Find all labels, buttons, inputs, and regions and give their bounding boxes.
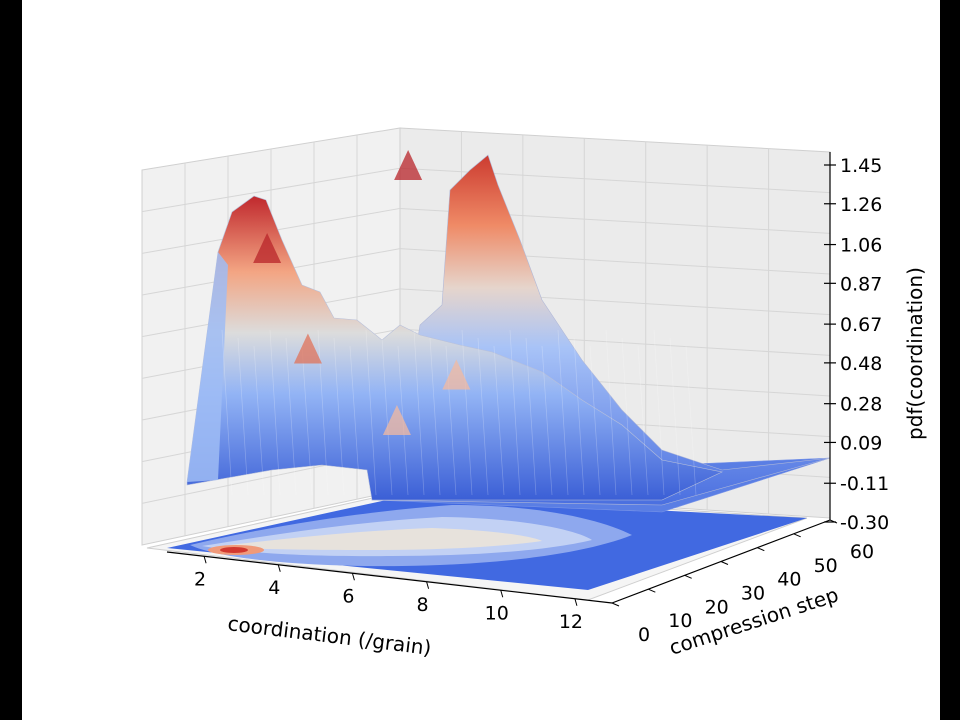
x-tick-label: 2 — [194, 568, 206, 590]
surface-peak — [382, 404, 411, 435]
y-tick-label: 10 — [668, 610, 692, 632]
surface-mesh — [186, 154, 831, 513]
y-tick-label: 20 — [705, 596, 729, 618]
contour-projection — [167, 497, 807, 590]
z-tick-label: 0.09 — [840, 432, 882, 454]
figure-canvas: 2 4 6 8 10 12 coordination (/grain) 0 10 20 30 40… — [22, 0, 940, 720]
z-tick-label: -0.11 — [840, 473, 889, 495]
z-tick-label: 1.06 — [840, 235, 882, 257]
surface-peak — [253, 232, 282, 263]
y-tick-mark — [793, 533, 801, 538]
x-tick-label: 12 — [559, 611, 583, 633]
x-tick-mark — [574, 598, 578, 606]
z-axis: 1.45 1.26 1.06 0.87 0.67 0.48 0.28 0.09 -0.11 -0.… — [824, 152, 927, 534]
surface-peak — [442, 359, 471, 390]
x-tick-label: 10 — [485, 602, 509, 624]
y-tick-mark — [611, 602, 620, 607]
x-axis-label: coordination (/grain) — [226, 611, 432, 660]
y-tick-mark — [720, 561, 729, 565]
y-tick-label: 40 — [777, 569, 801, 591]
y-tick-label: 60 — [850, 541, 874, 563]
x-tick-label: 8 — [417, 594, 429, 616]
y-tick-label: 0 — [638, 624, 650, 646]
x-tick-label: 4 — [268, 577, 280, 599]
x-tick-mark — [351, 573, 355, 581]
x-tick-mark — [500, 590, 504, 598]
y-tick-mark — [648, 588, 656, 593]
z-tick-label: 0.67 — [840, 314, 882, 336]
surface-plot: 2 4 6 8 10 12 coordination (/grain) 0 10 20 30 40… — [141, 127, 927, 660]
z-tick-label: 0.28 — [840, 394, 882, 416]
surface-peak — [394, 149, 423, 180]
x-tick-label: 6 — [342, 585, 354, 607]
z-tick-label: 1.45 — [840, 155, 882, 177]
y-tick-mark — [757, 547, 765, 552]
x-tick-mark — [277, 564, 281, 572]
x-tick-mark — [426, 581, 430, 589]
surface-peak — [293, 333, 322, 364]
z-tick-label: 1.26 — [840, 194, 882, 216]
y-tick-label: 30 — [741, 583, 765, 605]
z-tick-label: -0.30 — [840, 512, 889, 534]
x-tick-mark — [203, 556, 207, 564]
z-tick-label: 0.48 — [840, 353, 882, 375]
z-tick-label: 0.87 — [840, 273, 882, 295]
y-tick-label: 50 — [814, 555, 838, 577]
z-axis-label: pdf(coordination) — [903, 267, 927, 440]
y-tick-mark — [684, 574, 692, 579]
